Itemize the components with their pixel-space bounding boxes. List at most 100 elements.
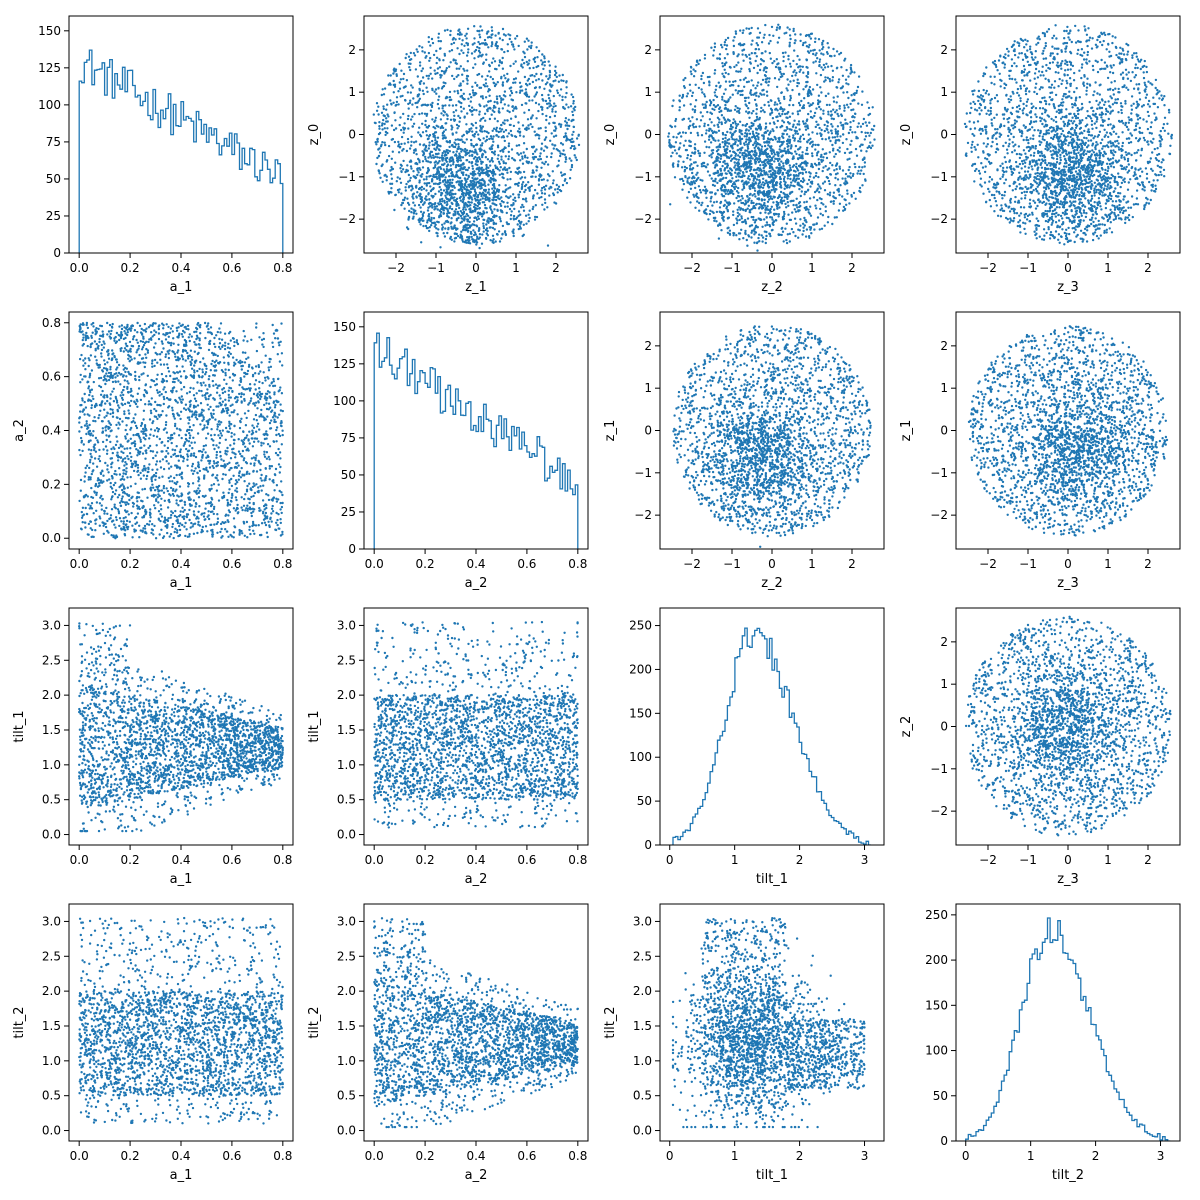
x-tick-label: 1 — [1104, 261, 1112, 275]
x-tick-label: 0 — [962, 1149, 970, 1163]
panel-r3-c2: 0 1 2 3 0.0 0.5 1.0 1.5 2.0 2.5 3.0 tilt_1 tilt_2 — [603, 903, 885, 1183]
y-tick-label: 125 — [333, 357, 356, 371]
x-axis-label: z_2 — [761, 280, 783, 295]
x-axis-label: z_3 — [1057, 280, 1079, 295]
x-tick-label: 0.4 — [466, 1149, 485, 1163]
x-tick-label: −1 — [723, 557, 741, 571]
x-tick-label: 1 — [1027, 1149, 1035, 1163]
panel-r3-c0: 0.0 0.2 0.4 0.6 0.8 0.0 0.5 1.0 1.5 2.0 2.5 3.0 a_1 t… — [12, 903, 294, 1183]
x-tick-label: 0.6 — [517, 853, 536, 867]
x-tick-label: 0 — [768, 261, 776, 275]
x-axis-label: tilt_1 — [756, 1168, 788, 1183]
plot-area — [965, 917, 1171, 1141]
y-tick-label: 2.5 — [42, 949, 61, 963]
y-tick-label: 0 — [348, 542, 356, 556]
y-tick-label: 0 — [53, 246, 61, 260]
y-tick-label: 0 — [940, 128, 948, 142]
x-tick-label: 0.0 — [70, 1149, 89, 1163]
x-tick-label: −1 — [1019, 853, 1037, 867]
y-tick-label: 0 — [644, 838, 652, 852]
y-tick-label: 0 — [940, 1134, 948, 1148]
x-tick-label: 2 — [796, 853, 804, 867]
scatter-points — [78, 916, 284, 1125]
x-axis-label: tilt_1 — [756, 872, 788, 887]
x-axis-label: a_1 — [170, 1168, 193, 1183]
y-tick-label: 0 — [644, 128, 652, 142]
plot-area — [373, 332, 579, 549]
x-tick-label: 0.4 — [171, 853, 190, 867]
x-tick-label: 0.4 — [171, 261, 190, 275]
histogram-steps — [373, 332, 579, 549]
x-tick-label: 2 — [1144, 557, 1152, 571]
y-tick-label: 3.0 — [42, 914, 61, 928]
y-tick-label: 0.5 — [42, 1089, 61, 1103]
x-tick-label: 0.6 — [222, 557, 241, 571]
x-tick-label: 0 — [666, 1149, 674, 1163]
x-tick-label: 0.4 — [466, 853, 485, 867]
scatter-points — [372, 25, 581, 253]
y-tick-label: 2 — [940, 43, 948, 57]
y-tick-label: 0.5 — [42, 793, 61, 807]
y-axis-label: tilt_2 — [12, 1006, 27, 1038]
y-tick-label: 2.0 — [337, 984, 356, 998]
x-tick-label: 0.0 — [70, 853, 89, 867]
panel-r0-c3: −2 −1 0 1 2 −2 −1 0 1 2 z_3 z_0 — [899, 15, 1181, 295]
y-tick-label: 2.5 — [633, 949, 652, 963]
x-tick-label: −2 — [387, 261, 405, 275]
y-tick-label: 150 — [925, 998, 948, 1012]
plot-area — [78, 321, 284, 540]
y-tick-label: 3.0 — [337, 914, 356, 928]
y-tick-label: 75 — [46, 135, 61, 149]
y-tick-label: 1 — [940, 85, 948, 99]
x-axis-label: a_2 — [465, 1168, 488, 1183]
panel-r0-c2: −2 −1 0 1 2 −2 −1 0 1 2 z_2 z_0 — [603, 15, 885, 295]
y-tick-label: 1 — [644, 381, 652, 395]
axes-frame — [659, 903, 885, 1142]
x-tick-label: 0.6 — [517, 557, 536, 571]
x-tick-label: −2 — [979, 261, 997, 275]
x-axis-label: a_1 — [170, 576, 193, 591]
scatter-points — [667, 23, 876, 253]
y-tick-label: 0.0 — [633, 1124, 652, 1138]
x-tick-label: −1 — [723, 261, 741, 275]
y-tick-label: 0.0 — [337, 1124, 356, 1138]
x-tick-label: 0.2 — [416, 1149, 435, 1163]
panel-r3-c3: 0 1 2 3 0 50 100 150 200 250 tilt_2 — [925, 903, 1181, 1183]
plot-area — [671, 917, 866, 1129]
y-tick-label: 100 — [333, 394, 356, 408]
panel-r2-c3: −2 −1 0 1 2 −2 −1 0 1 2 z_3 z_2 — [899, 607, 1181, 887]
x-tick-label: 0.6 — [222, 853, 241, 867]
y-tick-label: 0.0 — [42, 531, 61, 545]
x-axis-label: a_2 — [465, 576, 488, 591]
y-tick-label: 0.6 — [42, 370, 61, 384]
y-tick-label: 0.4 — [42, 424, 61, 438]
x-tick-label: 1 — [1104, 853, 1112, 867]
x-tick-label: 0.2 — [121, 261, 140, 275]
x-axis-label: z_1 — [465, 280, 487, 295]
histogram-steps — [672, 627, 871, 845]
scatter-points — [963, 24, 1174, 246]
y-tick-label: 3.0 — [337, 618, 356, 632]
x-tick-label: 2 — [848, 557, 856, 571]
axes-frame — [659, 607, 885, 846]
x-tick-label: 0.4 — [466, 557, 485, 571]
y-tick-label: −1 — [930, 170, 948, 184]
y-tick-label: 50 — [46, 172, 61, 186]
x-tick-label: 0 — [1064, 557, 1072, 571]
y-tick-label: −2 — [634, 508, 652, 522]
x-tick-label: 0 — [472, 261, 480, 275]
x-tick-label: −2 — [979, 557, 997, 571]
x-tick-label: 0.0 — [70, 261, 89, 275]
panel-r3-c1: 0.0 0.2 0.4 0.6 0.8 0.0 0.5 1.0 1.5 2.0 2.5 3.0 a_2 t… — [307, 903, 589, 1183]
scatter-points — [672, 325, 872, 548]
panel-r2-c1: 0.0 0.2 0.4 0.6 0.8 0.0 0.5 1.0 1.5 2.0 2.5 3.0 a_2 t… — [307, 607, 589, 887]
y-tick-label: 50 — [933, 1089, 948, 1103]
y-tick-label: 1.5 — [42, 1019, 61, 1033]
panel-r1-c0: 0.0 0.2 0.4 0.6 0.8 0.0 0.2 0.4 0.6 0.8 a_1 a_2 — [12, 311, 294, 591]
x-tick-label: −2 — [979, 853, 997, 867]
scatter-points — [373, 620, 579, 829]
scatter-points — [964, 615, 1172, 837]
y-tick-label: 150 — [38, 24, 61, 38]
y-tick-label: 250 — [925, 908, 948, 922]
y-tick-label: 1.5 — [42, 723, 61, 737]
